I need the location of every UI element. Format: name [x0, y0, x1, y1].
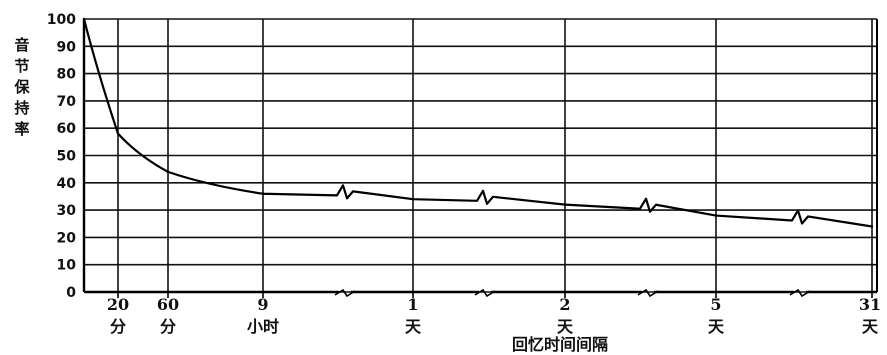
data-point-0 — [83, 18, 85, 20]
y-axis-label-char-2: 节 — [14, 57, 29, 75]
x-tick-label-7-value: 31 — [859, 295, 881, 314]
data-point-2 — [167, 171, 169, 173]
data-point-5 — [564, 203, 566, 205]
y-axis-label-char-1: 音 — [14, 36, 29, 54]
y-tick-labels: 0 10 20 30 40 50 60 70 80 90 100 — [47, 12, 76, 301]
x-tick-label-2-unit: 分 — [160, 317, 176, 336]
data-point-6 — [715, 214, 717, 216]
x-tick-label-7-unit: 天 — [862, 317, 879, 336]
x-tick-label-2-value: 60 — [157, 295, 179, 314]
axes — [84, 19, 877, 298]
x-tick-label-6-unit: 天 — [708, 317, 725, 336]
data-point-3 — [262, 193, 264, 195]
x-tick-label-5-unit: 天 — [557, 317, 574, 336]
data-point-1 — [117, 132, 119, 134]
retention-curve — [84, 19, 872, 226]
x-tick-labels: 20 分 60 分 9 小时 1 天 2 天 5 天 31 天 — [107, 295, 881, 336]
x-tick-label-3-value: 9 — [257, 295, 268, 314]
y-axis-label-char-5: 率 — [14, 120, 29, 138]
y-tick-label-70: 70 — [57, 94, 77, 110]
data-point-7 — [871, 225, 873, 227]
y-axis-label-char-4: 持 — [14, 99, 29, 117]
x-tick-label-1-unit: 分 — [110, 317, 126, 336]
x-tick-label-1-value: 20 — [107, 295, 129, 314]
x-tick-label-3-unit: 小时 — [247, 317, 279, 336]
y-tick-label-10: 10 — [57, 258, 77, 274]
x-tick-label-6-value: 5 — [710, 295, 721, 314]
data-point-4 — [412, 198, 414, 200]
gridlines — [84, 19, 877, 292]
x-tick-label-4-unit: 天 — [405, 317, 422, 336]
y-tick-label-30: 30 — [57, 203, 77, 219]
y-tick-label-50: 50 — [57, 149, 77, 165]
y-tick-label-90: 90 — [57, 39, 77, 55]
y-tick-label-100: 100 — [47, 12, 76, 28]
series-retention — [83, 18, 873, 228]
y-tick-label-20: 20 — [57, 230, 77, 246]
y-tick-label-40: 40 — [57, 176, 77, 192]
y-axis-label-char-3: 保 — [13, 78, 30, 96]
y-tick-label-0: 0 — [66, 285, 76, 301]
x-tick-label-5-value: 2 — [559, 295, 570, 314]
x-axis-label: 回忆时间间隔 — [512, 335, 608, 354]
x-tick-label-4-value: 1 — [407, 295, 418, 314]
y-tick-label-80: 80 — [57, 67, 77, 83]
y-tick-label-60: 60 — [57, 121, 77, 137]
